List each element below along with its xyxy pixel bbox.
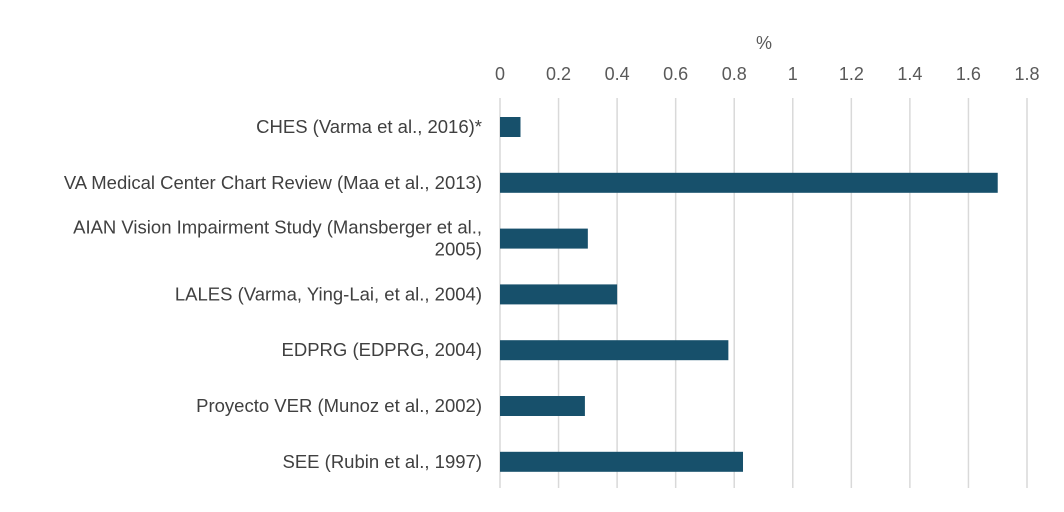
bar — [500, 284, 618, 305]
category-label: EDPRG (EDPRG, 2004) — [282, 339, 482, 360]
category-label: CHES (Varma et al., 2016)* — [256, 116, 482, 137]
bar — [500, 117, 521, 137]
x-tick-label: 1.4 — [897, 64, 922, 84]
x-tick-label: 0.6 — [663, 64, 688, 84]
bar — [500, 396, 585, 416]
category-label: AIAN Vision Impairment Study (Mansberger… — [73, 217, 482, 238]
x-tick-label: 1.2 — [839, 64, 864, 84]
gridlines — [499, 98, 1028, 488]
x-tick-label: 1.6 — [956, 64, 981, 84]
x-tick-label: 0 — [495, 64, 505, 84]
category-labels: CHES (Varma et al., 2016)* VA Medical Cen… — [64, 116, 482, 472]
x-tick-label: 1 — [788, 64, 798, 84]
bar — [500, 340, 729, 361]
bar — [500, 451, 744, 472]
x-tick-label: 0.4 — [605, 64, 630, 84]
x-axis-title: % — [756, 33, 772, 53]
category-label: LALES (Varma, Ying-Lai, et al., 2004) — [175, 283, 482, 304]
x-tick-label: 1.8 — [1014, 64, 1039, 84]
bar — [500, 228, 588, 249]
x-tick-label: 0.8 — [722, 64, 747, 84]
x-tick-label: 0.2 — [546, 64, 571, 84]
x-tick-labels: 0 0.2 0.4 0.6 0.8 1 1.2 1.4 1.6 1.8 — [495, 64, 1040, 84]
category-label: 2005) — [435, 239, 482, 260]
bars — [500, 117, 998, 472]
category-label: VA Medical Center Chart Review (Maa et a… — [64, 172, 482, 193]
category-label: Proyecto VER (Munoz et al., 2002) — [196, 395, 482, 416]
bar — [500, 172, 998, 193]
category-label: SEE (Rubin et al., 1997) — [283, 451, 483, 472]
